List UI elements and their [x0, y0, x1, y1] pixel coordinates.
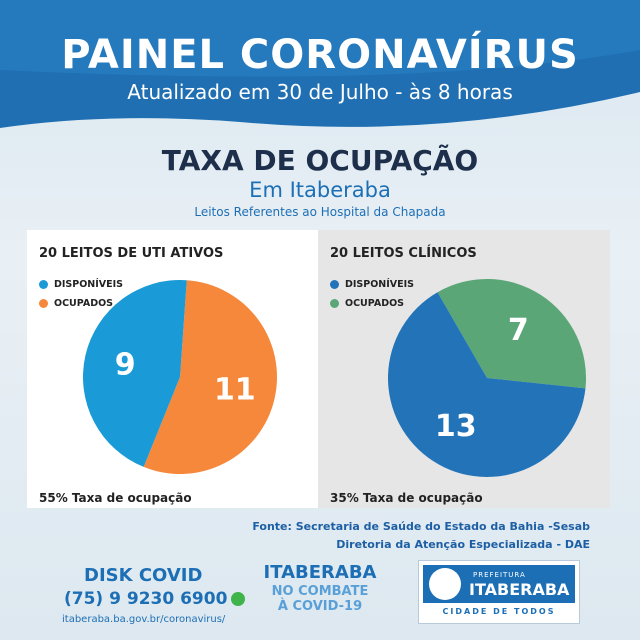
campaign-slogan: NO COMBATE À COVID-19 [255, 584, 385, 614]
disk-covid-phone: (75) 9 9230 6900 [64, 589, 246, 609]
pie-slice-label: 11 [214, 373, 256, 408]
pie-slice-occupied [143, 280, 277, 474]
city-seal-icon [429, 568, 461, 600]
pie-slice-label: 13 [435, 409, 477, 444]
campaign-line-1: NO COMBATE [271, 584, 369, 599]
legend-swatch [39, 280, 48, 289]
source-note: Fonte: Secretaria de Saúde do Estado da … [252, 518, 590, 554]
page-title: PAINEL CORONAVÍRUS [61, 32, 579, 78]
section-place: Em Itaberaba [249, 178, 391, 202]
legend-item-available: DISPONÍVEIS [330, 275, 414, 294]
legend-label: OCUPADOS [54, 298, 114, 309]
logo-tagline: CIDADE DE TODOS [442, 607, 556, 616]
phone-number: (75) 9 9230 6900 [64, 589, 228, 609]
uti-legend: DISPONÍVEIS OCUPADOS [39, 275, 123, 313]
section-note: Leitos Referentes ao Hospital da Chapada [194, 205, 446, 219]
legend-item-occupied: OCUPADOS [39, 294, 123, 313]
legend-label: DISPONÍVEIS [54, 279, 124, 290]
whatsapp-icon [231, 592, 246, 606]
campaign-line-2: À COVID-19 [277, 599, 363, 614]
legend-swatch [39, 299, 48, 308]
uti-panel: 11 9 20 LEITOS DE UTI ATIVOS DISPONÍVEIS … [27, 230, 319, 508]
legend-label: DISPONÍVEIS [345, 279, 415, 290]
city-hall-logo: PREFEITURA ITABERABA CIDADE DE TODOS [418, 560, 580, 624]
disk-covid-title: DISK COVID [84, 565, 203, 586]
clinical-chart-title: 20 LEITOS CLÍNICOS [330, 246, 477, 261]
pie-slice-label: 9 [115, 347, 136, 382]
page-subtitle: Atualizado em 30 de Julho - às 8 horas [127, 80, 513, 104]
pie-slice-occupied [437, 279, 586, 389]
campaign-city: ITABERABA [263, 562, 377, 583]
source-line-1: Fonte: Secretaria de Saúde do Estado da … [252, 520, 590, 533]
clinical-legend: DISPONÍVEIS OCUPADOS [330, 275, 414, 313]
source-line-2: Diretoria da Atenção Especializada - DAE [336, 538, 590, 551]
website-url: itaberaba.ba.gov.br/coronavirus/ [62, 614, 226, 625]
pie-slice-available [388, 292, 586, 477]
legend-swatch [330, 280, 339, 289]
clinical-pie-chart: 7 13 [388, 279, 586, 477]
clinical-occupancy-rate: 35% Taxa de ocupação [330, 491, 483, 505]
pie-slice-label: 7 [508, 313, 529, 348]
uti-pie-chart: 11 9 [83, 280, 277, 474]
section-title: TAXA DE OCUPAÇÃO [161, 144, 479, 177]
clinical-panel: 7 13 20 LEITOS CLÍNICOS DISPONÍVEIS OCUPA… [318, 230, 610, 508]
uti-occupancy-rate: 55% Taxa de ocupação [39, 491, 192, 505]
logo-small-text: PREFEITURA [473, 571, 526, 579]
legend-item-available: DISPONÍVEIS [39, 275, 123, 294]
logo-banner: PREFEITURA ITABERABA [423, 565, 575, 603]
uti-chart-title: 20 LEITOS DE UTI ATIVOS [39, 246, 224, 261]
legend-item-occupied: OCUPADOS [330, 294, 414, 313]
legend-label: OCUPADOS [345, 298, 405, 309]
logo-big-text: ITABERABA [469, 580, 570, 599]
pie-slice-available [83, 280, 187, 467]
legend-swatch [330, 299, 339, 308]
header-band [0, 0, 640, 128]
